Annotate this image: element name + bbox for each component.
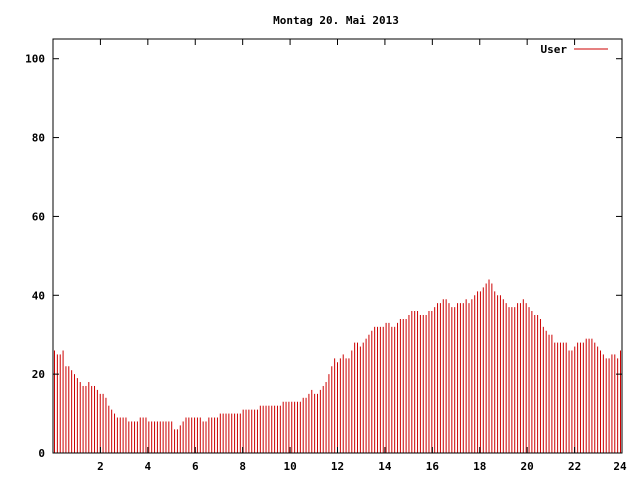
y-tick-label: 0 xyxy=(38,447,45,460)
x-tick-label: 20 xyxy=(521,460,534,473)
legend: User xyxy=(541,43,608,56)
y-tick-label: 100 xyxy=(25,53,45,66)
x-tick-label: 18 xyxy=(473,460,486,473)
y-tick-label: 20 xyxy=(32,368,45,381)
x-tick-label: 4 xyxy=(145,460,152,473)
y-axis: 0 20 40 60 80 100 xyxy=(25,53,622,460)
legend-label: User xyxy=(541,43,568,56)
x-tick-label: 10 xyxy=(283,460,296,473)
bars-group xyxy=(54,279,621,453)
x-tick-label: 8 xyxy=(239,460,246,473)
chart-title: Montag 20. Mai 2013 xyxy=(273,14,399,27)
x-tick-label: 22 xyxy=(568,460,581,473)
y-tick-label: 60 xyxy=(32,210,45,223)
x-tick-label: 2 xyxy=(97,460,104,473)
x-tick-label: 6 xyxy=(192,460,199,473)
x-tick-label: 12 xyxy=(331,460,344,473)
x-tick-label: 24 xyxy=(613,460,627,473)
x-axis: 2 4 6 8 10 12 14 16 18 20 22 24 xyxy=(97,39,627,473)
y-tick-label: 40 xyxy=(32,289,45,302)
x-tick-label: 14 xyxy=(378,460,392,473)
y-tick-label: 80 xyxy=(32,132,45,145)
x-tick-label: 16 xyxy=(426,460,440,473)
